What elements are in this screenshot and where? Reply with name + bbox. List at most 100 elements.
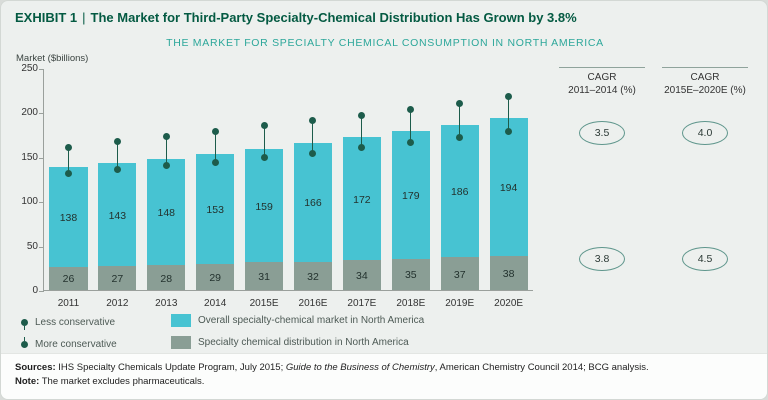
more-conservative-dot xyxy=(456,133,464,141)
more-conservative-dot xyxy=(211,158,219,166)
y-tick-mark xyxy=(39,202,44,204)
y-axis-title: Market ($billions) xyxy=(16,53,89,64)
title-separator: | xyxy=(82,10,86,25)
more-conservative-dot xyxy=(113,165,121,173)
less-conservative-dot xyxy=(407,106,415,114)
y-tick-mark xyxy=(39,246,44,248)
distribution-segment xyxy=(147,265,186,290)
overall-market-swatch-icon xyxy=(171,314,191,327)
footer: Sources: IHS Specialty Chemicals Update … xyxy=(1,353,767,399)
more-conservative-dot xyxy=(162,162,170,170)
note-text: The market excludes pharmaceuticals. xyxy=(39,375,205,387)
distribution-segment xyxy=(489,256,528,290)
estimate-range-line xyxy=(508,96,510,132)
overall-market-bar xyxy=(391,131,430,290)
distribution-value-label: 35 xyxy=(404,269,417,282)
more-conservative-dot xyxy=(358,144,366,152)
overall-market-bar xyxy=(98,163,137,290)
overall-market-bar xyxy=(49,167,88,290)
bar-column-2020E: 194 38 2020E xyxy=(484,69,533,309)
y-axis-label: 100 xyxy=(21,196,38,208)
overall-market-bar xyxy=(293,142,333,290)
estimate-range-line xyxy=(214,131,216,163)
cagr-rule xyxy=(559,67,645,68)
distribution-segment xyxy=(98,266,137,290)
distribution-value-label: 32 xyxy=(307,270,319,283)
distribution-segment xyxy=(49,266,88,290)
bar-column-2016E: 166 32 2016E xyxy=(289,69,338,309)
more-conservative-dot xyxy=(505,127,513,135)
more-conservative-dot xyxy=(260,154,268,162)
sources-text-1: IHS Specialty Chemicals Update Program, … xyxy=(55,362,286,373)
y-axis-label: 250 xyxy=(21,63,38,74)
legend-more-conservative: More conservative xyxy=(21,337,117,350)
y-tick-mark xyxy=(39,69,44,70)
less-conservative-dot xyxy=(309,116,317,124)
chart-subtitle: THE MARKET FOR SPECIALTY CHEMICAL CONSUM… xyxy=(166,37,604,49)
overall-value-label: 186 xyxy=(450,186,469,198)
distribution-segment xyxy=(440,257,479,290)
x-axis-label: 2016E xyxy=(298,298,328,309)
distribution-value-label: 27 xyxy=(111,273,124,286)
less-conservative-dot xyxy=(358,111,366,119)
less-conservative-dot xyxy=(260,122,268,130)
x-axis-label: 2018E xyxy=(396,298,426,309)
y-axis-label: 200 xyxy=(21,107,38,119)
distribution-value-label: 28 xyxy=(160,272,173,285)
bar-column-2011: 138 26 2011 xyxy=(44,69,93,309)
overall-market-bar xyxy=(342,137,381,290)
distribution-segment xyxy=(293,261,333,290)
estimate-range-line xyxy=(67,147,69,174)
overall-value-label: 179 xyxy=(402,189,420,202)
overall-value-label: 172 xyxy=(353,193,371,206)
bar-column-2017E: 172 34 2017E xyxy=(337,69,386,309)
sources-text-2: , American Chemistry Council 2014; BCG a… xyxy=(434,362,649,373)
exhibit-label: EXHIBIT 1 xyxy=(15,10,78,25)
distribution-segment xyxy=(342,259,381,290)
overall-value-label: 153 xyxy=(206,204,224,217)
legend-less-conservative: Less conservative xyxy=(21,317,116,330)
cagr-market-2015-2020-badge: 4.0 xyxy=(682,121,728,145)
note-label: Note: xyxy=(15,375,40,387)
bar-column-2018E: 179 35 2018E xyxy=(386,69,435,309)
note-line: Note: The market excludes pharmaceutical… xyxy=(15,375,755,389)
estimate-range-line xyxy=(165,136,167,166)
overall-market-bar xyxy=(147,158,186,290)
overall-market-bar xyxy=(489,117,528,290)
x-axis-label: 2011 xyxy=(57,298,80,309)
y-axis-label: 0 xyxy=(32,285,38,296)
overall-value-label: 194 xyxy=(499,182,518,194)
y-axis-label: 150 xyxy=(21,151,38,163)
x-axis-label: 2017E xyxy=(347,298,377,309)
x-axis-label: 2014 xyxy=(204,298,227,309)
overall-market-bar xyxy=(440,124,479,290)
legend-less-label: Less conservative xyxy=(35,317,116,328)
distribution-value-label: 26 xyxy=(62,273,75,286)
x-axis-label: 2015E xyxy=(249,298,279,309)
less-conservative-dot xyxy=(64,144,72,152)
more-conservative-dot xyxy=(64,170,72,178)
distribution-value-label: 29 xyxy=(209,272,222,285)
less-conservative-dot xyxy=(113,138,121,146)
x-axis-label: 2019E xyxy=(445,298,475,309)
distribution-segment xyxy=(245,262,284,290)
overall-value-label: 166 xyxy=(304,197,322,210)
overall-value-label: 159 xyxy=(255,200,273,213)
distribution-segment xyxy=(196,264,235,290)
distribution-swatch-icon xyxy=(171,336,191,349)
more-conservative-dot xyxy=(309,149,317,157)
plot-area: 138 26 2011 143 27 2012 148 28 2013 153 29 2014 159 3… xyxy=(21,63,533,309)
y-tick-mark xyxy=(39,113,44,115)
less-conservative-dot xyxy=(456,100,464,108)
sources-label: Sources: xyxy=(15,362,56,373)
y-axis-label: 50 xyxy=(26,240,38,252)
less-conservative-dot xyxy=(162,132,170,140)
cagr-header-range: 2011–2014 (%) xyxy=(568,85,636,96)
legend-more-label: More conservative xyxy=(35,339,117,350)
cagr-column-2015-2020: CAGR 2015E–2020E (%) xyxy=(649,67,761,96)
legend-distribution-label: Specialty chemical distribution in North… xyxy=(198,337,409,348)
more-conservative-dot xyxy=(407,139,415,147)
estimate-range-line xyxy=(312,120,314,154)
title-text: The Market for Third-Party Specialty-Che… xyxy=(90,10,577,25)
